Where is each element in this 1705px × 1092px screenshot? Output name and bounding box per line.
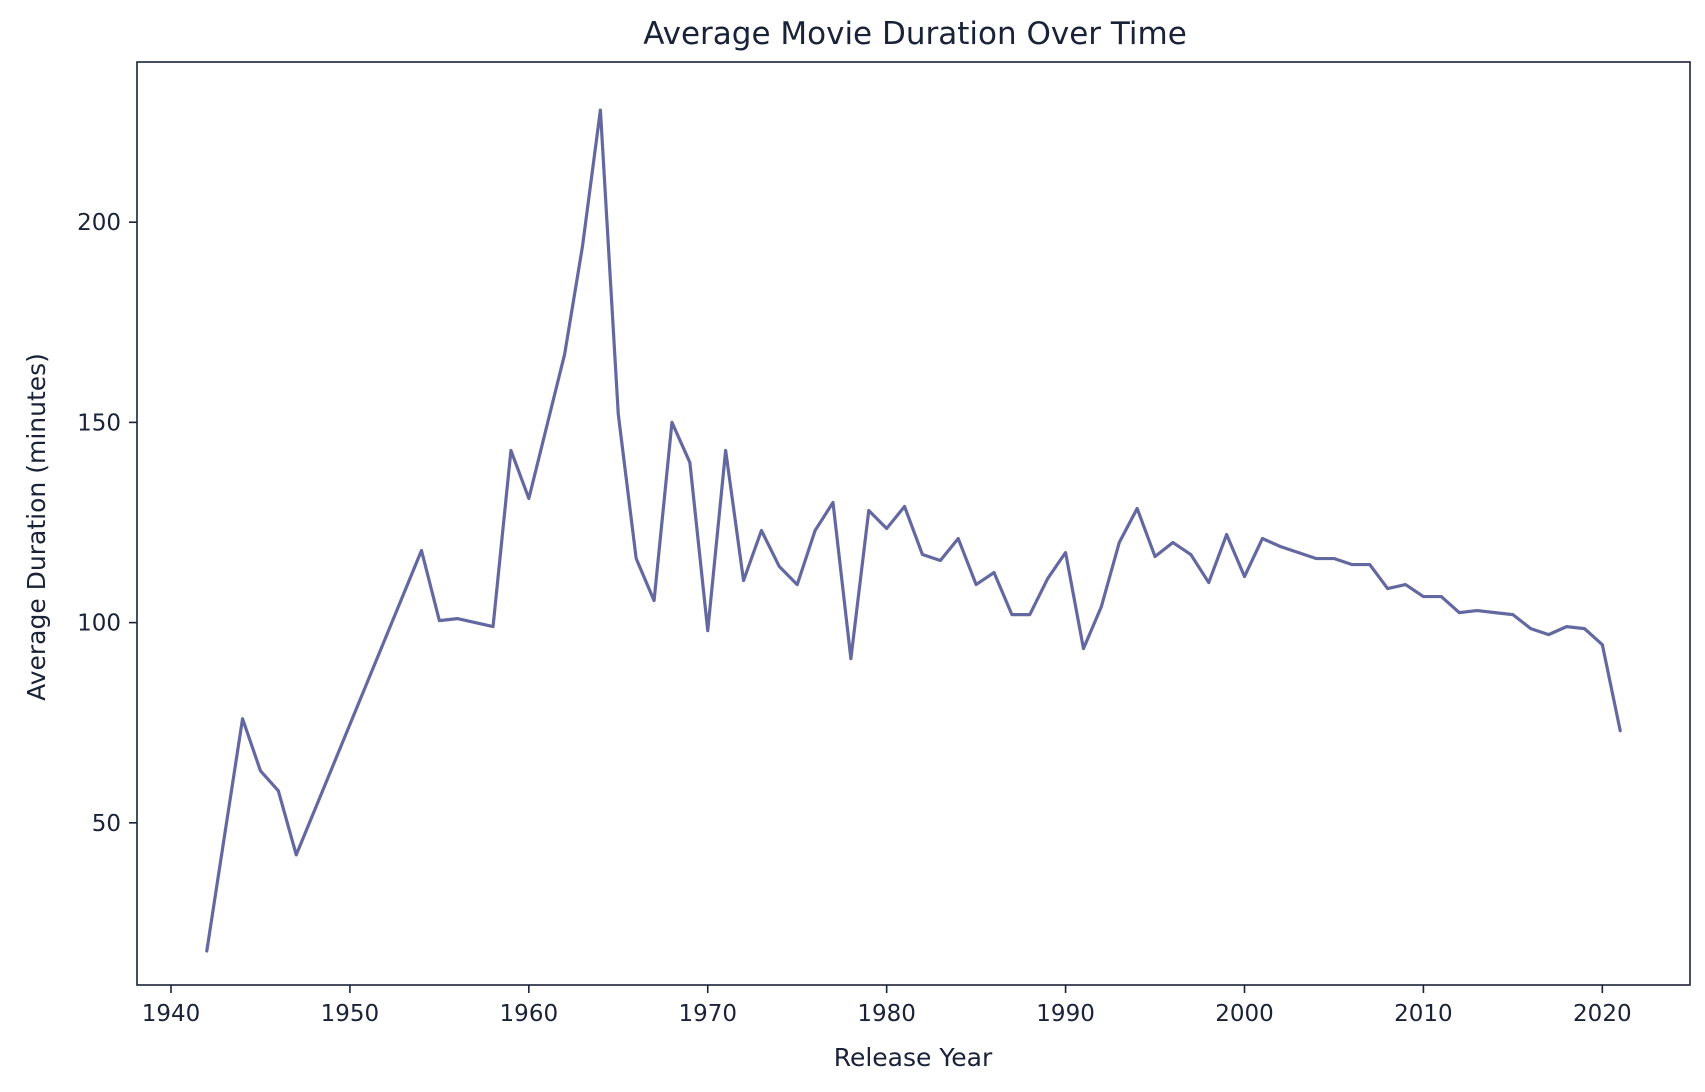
data-point	[1440, 595, 1443, 598]
data-point	[581, 245, 584, 248]
data-point	[1153, 555, 1157, 558]
data-point	[742, 579, 745, 582]
data-point	[1207, 581, 1210, 584]
data-point	[778, 565, 781, 568]
data-point	[1243, 575, 1246, 578]
x-tick-label: 1980	[857, 1001, 916, 1027]
data-point	[670, 421, 674, 424]
x-tick-label: 1960	[500, 1001, 559, 1027]
y-tick-label: 150	[77, 410, 121, 436]
data-point	[903, 505, 906, 508]
data-point	[259, 769, 262, 772]
data-point	[1135, 507, 1139, 510]
x-tick-label: 1970	[678, 1001, 737, 1027]
data-point	[1511, 613, 1515, 616]
data-point	[796, 583, 799, 586]
x-tick-label: 1940	[142, 1001, 201, 1027]
data-point	[1475, 609, 1479, 612]
data-point	[1261, 537, 1264, 540]
data-point	[1296, 551, 1300, 554]
y-axis: 50 100 150 200	[77, 210, 137, 837]
data-point	[1583, 627, 1586, 630]
data-point	[1046, 577, 1049, 580]
y-tick-label: 50	[92, 811, 121, 837]
data-point	[277, 789, 280, 792]
data-point	[295, 853, 298, 857]
series-points	[205, 108, 1622, 953]
data-point	[849, 657, 853, 660]
data-point	[1064, 551, 1067, 554]
data-point	[921, 553, 924, 556]
x-tick-label: 2010	[1394, 1001, 1453, 1027]
series-line	[205, 108, 1622, 953]
data-point	[760, 529, 763, 532]
data-point	[1171, 541, 1175, 544]
y-axis-title: Average Duration (minutes)	[22, 353, 51, 701]
data-point	[957, 537, 960, 540]
data-point	[1547, 633, 1550, 636]
data-point	[563, 353, 566, 356]
data-point	[205, 949, 208, 953]
data-point	[1619, 729, 1622, 732]
data-point	[1565, 625, 1568, 628]
chart-title: Average Movie Duration Over Time	[643, 16, 1187, 52]
data-point	[974, 583, 978, 586]
data-point	[1189, 553, 1193, 556]
data-point	[652, 599, 656, 602]
data-point	[1028, 613, 1032, 616]
data-point	[420, 549, 423, 552]
data-point	[1010, 613, 1014, 616]
x-tick-label: 1990	[1036, 1001, 1095, 1027]
data-point	[1529, 627, 1532, 630]
data-point	[1100, 605, 1103, 608]
data-point	[688, 461, 692, 464]
x-tick-label: 2020	[1573, 1001, 1632, 1027]
data-point	[885, 527, 888, 530]
data-point	[831, 501, 835, 504]
data-point	[1225, 533, 1228, 536]
x-tick-label: 1950	[321, 1001, 380, 1027]
y-tick-label: 200	[77, 210, 121, 236]
data-point	[1279, 545, 1282, 548]
plot-area-frame	[136, 61, 1691, 986]
data-point	[706, 629, 709, 632]
data-point	[1082, 647, 1085, 650]
data-point	[456, 617, 459, 620]
data-point	[1350, 563, 1354, 566]
data-point	[1332, 557, 1336, 560]
data-point	[617, 413, 620, 416]
data-point	[1422, 595, 1425, 598]
x-axis: 1940 1950 1960 1970 1980 1990 2000 2010 2020	[142, 985, 1632, 1027]
data-point	[724, 449, 727, 452]
data-point	[509, 449, 513, 452]
data-point	[527, 497, 531, 500]
data-point	[241, 717, 244, 720]
data-point	[939, 559, 942, 562]
data-point	[599, 108, 602, 112]
x-axis-title: Release Year	[834, 1043, 993, 1072]
data-point	[867, 509, 870, 512]
data-point	[491, 625, 495, 628]
data-point	[1386, 587, 1389, 590]
y-tick-label: 100	[77, 611, 121, 637]
data-point	[813, 529, 817, 532]
data-point	[438, 619, 441, 622]
data-point	[992, 571, 996, 574]
data-point	[1601, 643, 1604, 646]
x-tick-label: 2000	[1215, 1001, 1274, 1027]
data-point	[1458, 611, 1461, 614]
data-point	[1118, 541, 1121, 544]
data-point	[1404, 583, 1407, 586]
data-point	[1368, 563, 1371, 566]
data-point	[634, 557, 638, 560]
data-point	[1314, 557, 1318, 560]
data-point	[1493, 611, 1497, 614]
